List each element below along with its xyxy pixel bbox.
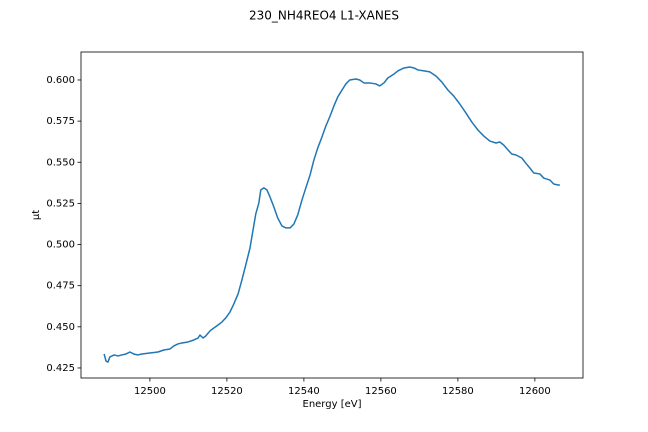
x-axis-label: Energy [eV]	[303, 399, 362, 410]
y-tick-label: 0.550	[46, 157, 75, 168]
y-tick-label: 0.425	[46, 363, 75, 374]
y-tick-label: 0.475	[46, 281, 75, 292]
y-axis-label: μt	[31, 210, 42, 220]
chart-title: 230_NH4REO4 L1-XANES	[249, 9, 399, 23]
x-tick-label: 12500	[134, 386, 166, 397]
x-tick-label: 12560	[365, 386, 397, 397]
x-tick-label: 12600	[519, 386, 551, 397]
y-tick-label: 0.600	[46, 75, 75, 86]
data-line	[103, 66, 560, 363]
x-tick-label: 12520	[211, 386, 243, 397]
y-tick-label: 0.525	[46, 198, 75, 209]
x-tick-label: 12540	[288, 386, 320, 397]
x-tick-label: 12580	[442, 386, 474, 397]
y-tick-label: 0.450	[46, 322, 75, 333]
y-tick-label: 0.575	[46, 116, 75, 127]
y-tick-label: 0.500	[46, 240, 75, 251]
plot-frame	[80, 51, 584, 379]
